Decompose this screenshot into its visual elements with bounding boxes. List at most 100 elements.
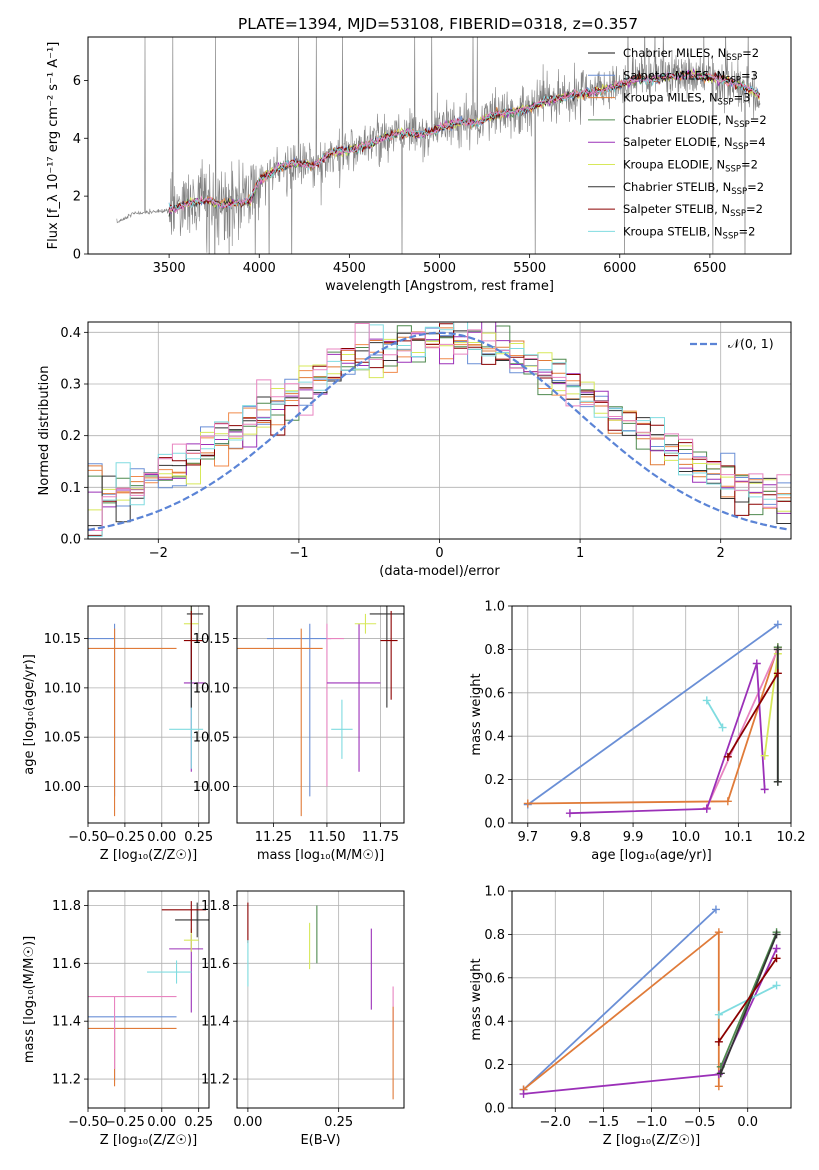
x-tick-label: 9.7 [517, 830, 538, 845]
plot-area [247, 902, 394, 1100]
legend-label: Kroupa MILES, N [623, 91, 718, 105]
x-tick-label: 0.00 [147, 1115, 176, 1130]
x-axis-label: Z [log₁₀(Z/Z☉)] [100, 1133, 197, 1148]
series-line-0 [527, 623, 779, 806]
y-tick-label: 0.3 [60, 378, 81, 393]
series-marker [718, 723, 727, 732]
plot-area [237, 606, 404, 817]
x-tick-label: 0.00 [147, 830, 176, 845]
x-tick-label: −0.5 [684, 1115, 716, 1130]
x-tick-label: 0 [435, 546, 443, 561]
legend-entry: Kroupa ELODIE, NSSP=2 [623, 158, 758, 175]
plot-area [116, 37, 761, 254]
y-tick-label: 10.10 [44, 681, 81, 696]
plot-area [88, 606, 207, 817]
panel-6: 0.00 0.25 11.2 11.4 11.6 11.8 E(B-V) [201, 890, 405, 1148]
x-tick-label: 9.9 [623, 830, 644, 845]
series-marker [714, 1082, 723, 1091]
series-line-4 [706, 699, 724, 728]
y-tick-label: 0.2 [484, 1058, 505, 1073]
x-tick-label: −2 [149, 546, 168, 561]
series-marker [773, 777, 782, 786]
x-axis-label: wavelength [Angstrom, rest frame] [325, 279, 554, 294]
x-axis-label: age [log₁₀(age/yr)] [591, 848, 712, 863]
legend-entry: Salpeter STELIB, NSSP=2 [623, 202, 763, 219]
y-tick-label: 11.2 [52, 1073, 81, 1088]
y-tick-label: 11.6 [52, 957, 81, 972]
series-marker [723, 797, 732, 806]
y-tick-label: 10.00 [44, 780, 81, 795]
y-tick-label: 0.4 [60, 326, 81, 341]
y-tick-label: 0.6 [484, 971, 505, 986]
legend-tail: =3 [733, 91, 750, 105]
x-tick-label: 0.00 [233, 1115, 262, 1130]
y-tick-label: 0 [73, 248, 81, 263]
axes-frame [87, 890, 210, 1109]
series-marker [723, 752, 732, 761]
x-tick-label: 11.50 [308, 830, 345, 845]
plot-area [523, 620, 782, 818]
x-tick-label: 0.25 [184, 1115, 213, 1130]
series-line-2 [705, 649, 779, 809]
x-tick-label: 6000 [603, 261, 636, 276]
y-tick-label: 0.0 [484, 1102, 505, 1117]
y-tick-label: 0.4 [484, 1015, 505, 1030]
x-tick-label: 11.75 [362, 830, 399, 845]
y-tick-label: 10.00 [193, 780, 230, 795]
legend-tail: =2 [738, 224, 755, 238]
x-tick-label: −2.0 [540, 1115, 572, 1130]
y-tick-label: 0.8 [484, 928, 505, 943]
y-tick-label: 0.8 [484, 643, 505, 658]
normal-curve [88, 331, 789, 531]
series-marker [519, 1089, 528, 1098]
series-marker [773, 620, 782, 629]
x-tick-label: 5500 [513, 261, 546, 276]
series-line-6 [718, 957, 778, 1043]
series-line-5 [719, 934, 778, 1074]
x-tick-label: 0.0 [737, 1115, 758, 1130]
legend-entry: Kroupa STELIB, NSSP=2 [623, 224, 755, 241]
y-tick-label: 0.0 [60, 533, 81, 548]
x-axis-label: Z [log₁₀(Z/Z☉)] [603, 1133, 700, 1148]
residual-histogram-9 [88, 323, 791, 539]
legend-label: Chabrier ELODIE, N [623, 113, 734, 127]
axes-frame [236, 890, 405, 1109]
legend-sub: SSP [731, 187, 747, 197]
x-tick-label: −0.50 [68, 830, 108, 845]
y-tick-label: 4 [73, 132, 81, 147]
legend-normal: 𝒩(0, 1) [728, 336, 774, 351]
series-marker [772, 981, 781, 990]
model-spectrum-9 [168, 70, 760, 214]
series-marker [772, 954, 781, 963]
legend-entry: Chabrier STELIB, NSSP=2 [623, 180, 764, 197]
panel-0: 3500 4000 4500 5000 5500 6000 6500 0 2 4 6 waveleng… [46, 36, 792, 294]
series-line-8 [727, 672, 779, 758]
legend-entry: Salpeter ELODIE, NSSP=4 [623, 135, 766, 152]
panel-1: −2 −1 0 1 2 0.0 0.1 0.2 0.3 0.4 (data-model)/error… [37, 321, 792, 579]
axes-frame [87, 321, 792, 540]
legend-tail: =2 [750, 113, 767, 127]
x-tick-label: 4500 [333, 261, 366, 276]
legend-label: Kroupa STELIB, N [623, 224, 723, 238]
axes-frame [87, 36, 792, 255]
x-tick-label: 2 [717, 546, 725, 561]
legend-sub: SSP [726, 53, 742, 63]
y-axis-label: Flux [f_λ 10⁻¹⁷ erg cm⁻² s⁻¹ A⁻¹] [46, 42, 61, 250]
y-tick-label: 0.2 [60, 429, 81, 444]
series-line-0 [522, 908, 717, 1091]
legend-sub: SSP [730, 209, 746, 219]
panel-2: −0.50−0.25 0.00 0.25 10.00 10.05 10.10 10.15 Z … [22, 605, 213, 863]
legend-tail: =2 [742, 46, 759, 60]
x-tick-label: 4000 [243, 261, 276, 276]
axes-frame [511, 605, 792, 824]
legend-sub: SSP [734, 120, 750, 130]
y-axis-label: mass [log₁₀(M/M☉)] [22, 936, 37, 1063]
series-marker [714, 1037, 723, 1046]
y-tick-label: 10.15 [44, 632, 81, 647]
x-tick-label: −0.25 [105, 1115, 145, 1130]
panel-7: −2.0 −1.5 −1.0 −0.5 0.0 0.0 0.2 0.4 0.6 0.8 1.0 Z [… [469, 885, 792, 1148]
y-tick-label: 6 [73, 74, 81, 89]
legend-entry: Chabrier MILES, NSSP=2 [623, 46, 759, 63]
x-axis-label: (data-model)/error [379, 564, 500, 579]
